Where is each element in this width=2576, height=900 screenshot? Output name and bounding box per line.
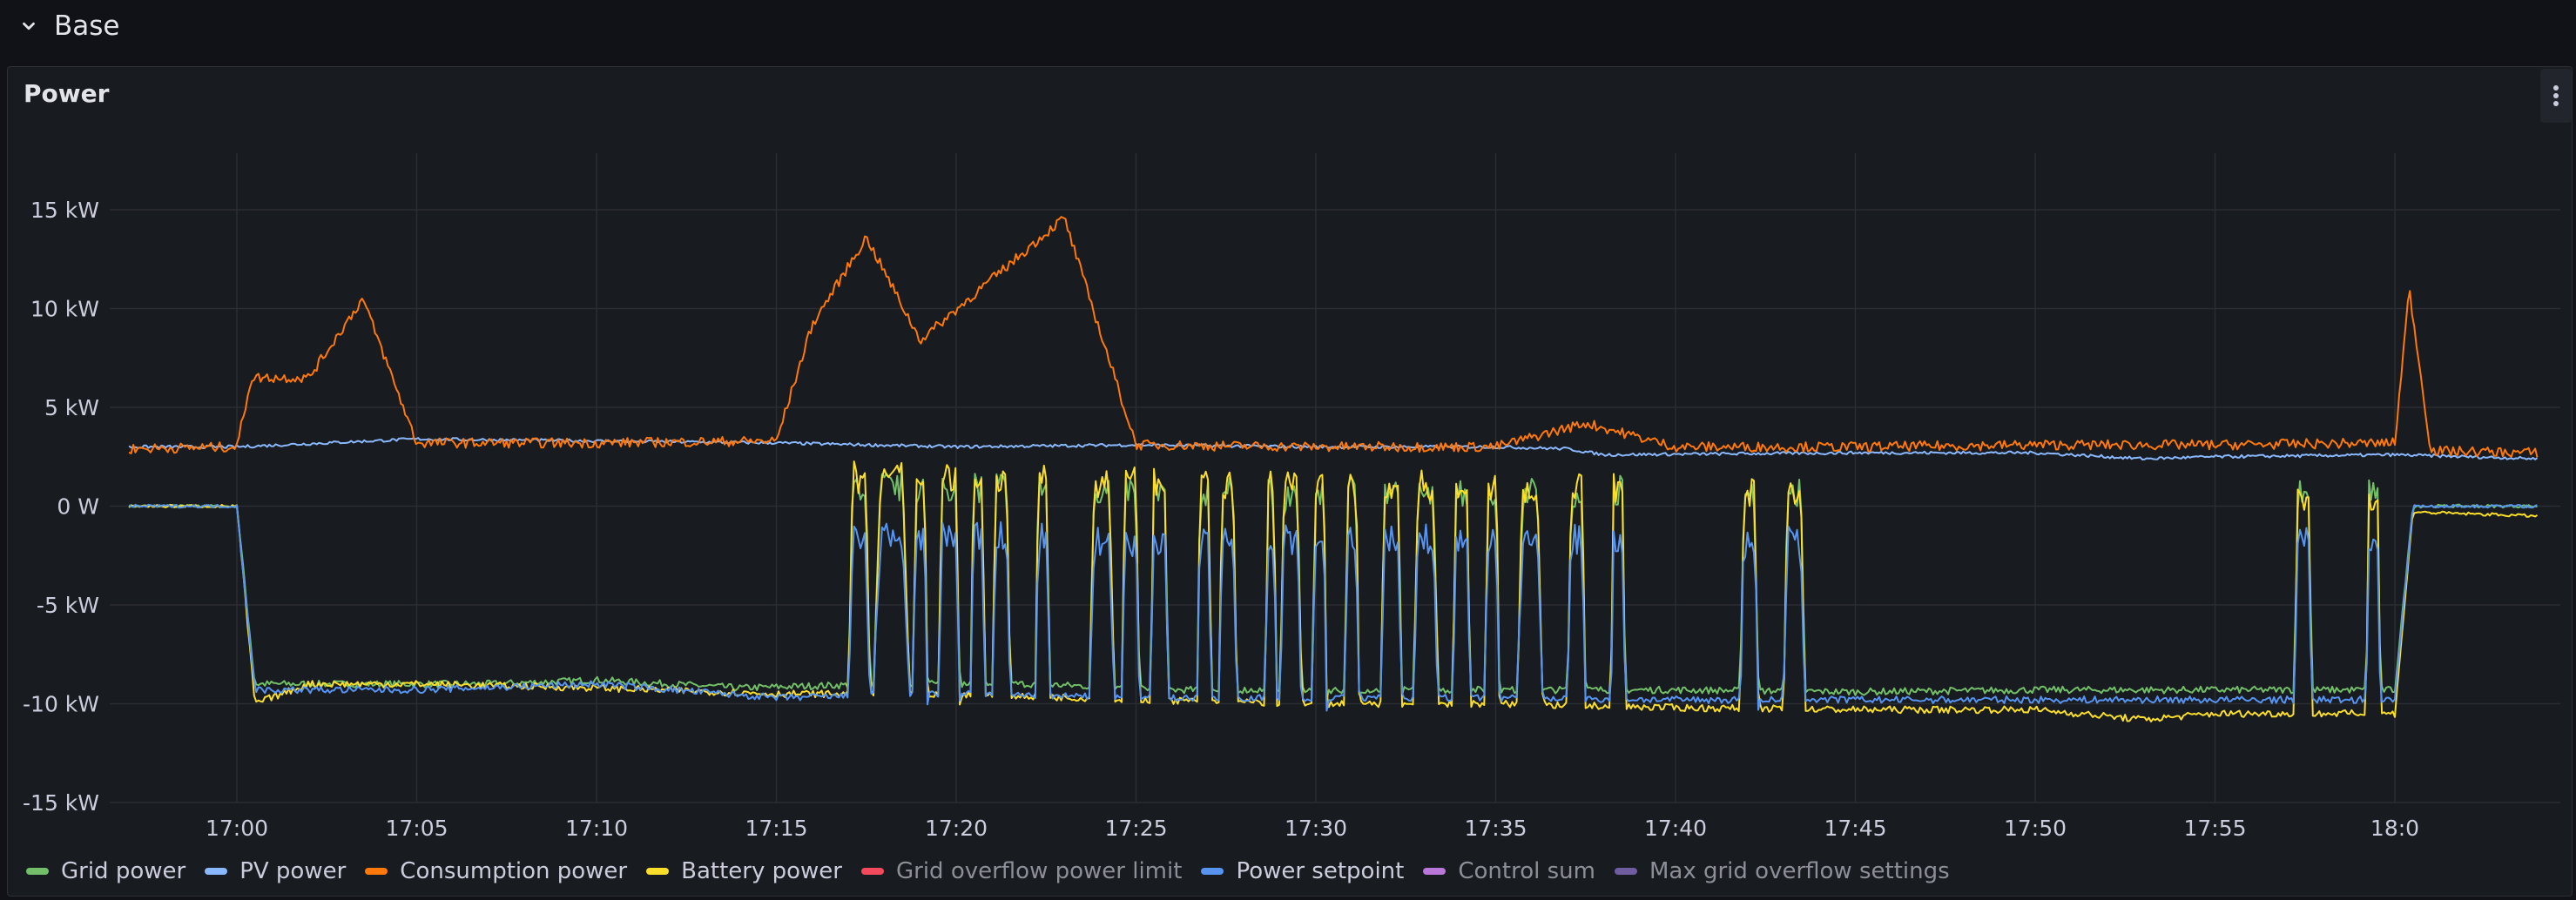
y-tick-label: 10 kW	[30, 297, 99, 322]
series-line-grid-power[interactable]	[128, 469, 2538, 702]
legend-label: Control sum	[1458, 858, 1595, 884]
legend-item-pv-power[interactable]: PV power	[205, 858, 346, 884]
legend-swatch	[1614, 868, 1637, 875]
legend-label: Consumption power	[400, 858, 628, 884]
legend-label: Power setpoint	[1236, 858, 1405, 884]
legend-label: Battery power	[681, 858, 842, 884]
series-line-consumption-power[interactable]	[128, 216, 2539, 458]
x-tick-label: 17:25	[1104, 816, 1167, 841]
x-tick-label: 17:45	[1824, 816, 1886, 841]
y-tick-label: -10 kW	[23, 692, 99, 717]
series-line-power-setpoint[interactable]	[128, 503, 2538, 712]
x-tick-label: 17:05	[385, 816, 448, 841]
x-tick-label: 17:35	[1464, 816, 1527, 841]
series-line-battery-power[interactable]	[128, 460, 2539, 722]
legend-swatch	[26, 868, 49, 875]
legend-item-battery-power[interactable]: Battery power	[646, 858, 842, 884]
legend-item-control-sum[interactable]: Control sum	[1423, 858, 1595, 884]
row-header[interactable]: Base	[19, 5, 120, 47]
x-tick-label: 17:15	[745, 816, 807, 841]
legend-swatch	[1423, 868, 1446, 875]
legend-swatch	[365, 868, 388, 875]
x-tick-label: 17:50	[2004, 816, 2067, 841]
legend-swatch	[1201, 868, 1224, 875]
y-tick-label: -5 kW	[37, 593, 99, 618]
legend-item-max-grid-overflow-settings[interactable]: Max grid overflow settings	[1614, 858, 1950, 884]
legend-item-grid-power[interactable]: Grid power	[26, 858, 185, 884]
y-tick-label: -15 kW	[23, 790, 99, 816]
chart-legend: Grid power PV power Consumption power Batte…	[26, 858, 1969, 884]
x-tick-label: 17:00	[206, 816, 268, 841]
row-title: Base	[54, 10, 120, 42]
x-tick-label: 17:55	[2183, 816, 2246, 841]
chevron-down-icon[interactable]	[19, 17, 38, 36]
kebab-menu-icon	[2553, 85, 2559, 106]
y-tick-label: 0 W	[57, 494, 99, 520]
legend-item-consumption-power[interactable]: Consumption power	[365, 858, 627, 884]
legend-item-power-setpoint[interactable]: Power setpoint	[1201, 858, 1404, 884]
legend-item-grid-overflow-power-limit[interactable]: Grid overflow power limit	[860, 858, 1183, 884]
legend-swatch	[646, 868, 670, 875]
y-tick-label: 15 kW	[30, 198, 99, 223]
y-tick-label: 5 kW	[44, 395, 99, 420]
legend-label: PV power	[239, 858, 347, 884]
x-tick-label: 17:10	[565, 816, 628, 841]
panel-menu-button[interactable]	[2540, 69, 2572, 123]
x-tick-label: 17:40	[1644, 816, 1707, 841]
legend-swatch	[205, 868, 228, 875]
legend-label: Grid overflow power limit	[895, 858, 1183, 884]
x-tick-label: 17:20	[925, 816, 988, 841]
x-tick-label: 18:0	[2370, 816, 2419, 841]
legend-label: Grid power	[61, 858, 186, 884]
panel-title: Power	[24, 79, 110, 108]
legend-swatch	[860, 868, 884, 875]
x-tick-label: 17:30	[1285, 816, 1347, 841]
legend-label: Max grid overflow settings	[1649, 858, 1950, 884]
